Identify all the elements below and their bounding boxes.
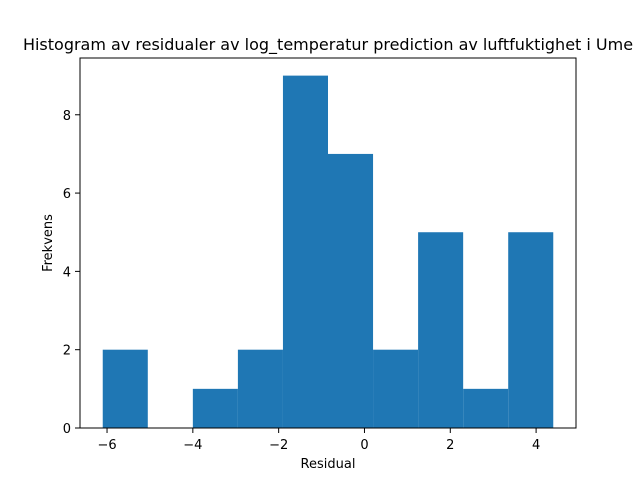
y-tick-label: 2 bbox=[63, 344, 71, 359]
plot-area-frame bbox=[79, 57, 577, 429]
histogram-bar-9 bbox=[508, 232, 554, 428]
y-axis-label: Frekvens bbox=[41, 214, 56, 272]
y-tick-label: 6 bbox=[63, 187, 71, 202]
histogram-bar-4 bbox=[282, 75, 328, 428]
chart-title: Histogram av residualer av log_temperatu… bbox=[23, 35, 633, 55]
x-axis-label: Residual bbox=[301, 457, 356, 472]
x-tick-label: 2 bbox=[446, 438, 454, 453]
x-tick-label: −6 bbox=[97, 438, 116, 453]
y-tick-label: 0 bbox=[63, 422, 71, 437]
histogram-bar-7 bbox=[418, 232, 464, 428]
histogram-bar-3 bbox=[237, 349, 283, 428]
y-tick-label: 4 bbox=[63, 265, 71, 280]
histogram-bar-2 bbox=[192, 388, 238, 428]
histogram-bar-8 bbox=[463, 388, 509, 428]
y-tick-label: 8 bbox=[63, 109, 71, 124]
histogram-bar-6 bbox=[373, 349, 419, 428]
bars-group bbox=[102, 75, 554, 429]
x-tick-label: −4 bbox=[183, 438, 202, 453]
x-tick-label: −2 bbox=[269, 438, 288, 453]
x-tick-label: 0 bbox=[360, 438, 368, 453]
x-tick-label: 4 bbox=[532, 438, 540, 453]
histogram-bar-0 bbox=[102, 349, 148, 428]
y-axis-ticks: 0 2 4 6 8 bbox=[63, 109, 80, 437]
histogram-bar-5 bbox=[328, 153, 374, 429]
x-axis-ticks: −6 −4 −2 0 2 4 bbox=[97, 428, 540, 453]
